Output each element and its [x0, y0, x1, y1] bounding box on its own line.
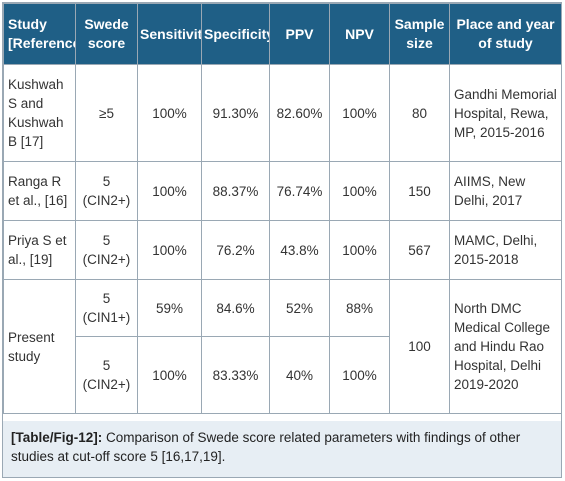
cell-place: MAMC, Delhi, 2015-2018	[449, 220, 562, 280]
header-ppv: PPV	[269, 3, 330, 65]
header-specificity: Specificity	[201, 3, 270, 65]
cell-study: Ranga R et al., [16]	[3, 161, 76, 221]
cell-sample: 567	[389, 220, 450, 280]
cell-specificity: 83.33%	[201, 336, 270, 414]
table-row: 5 (CIN2+) 100% 83.33% 40% 100%	[4, 336, 562, 414]
cell-sensitivity: 59%	[137, 279, 202, 337]
cell-place: Gandhi Memorial Hospital, Rewa, MP, 2015…	[449, 64, 562, 162]
header-place: Place and year of study	[449, 3, 562, 65]
cell-specificity: 84.6%	[201, 279, 270, 337]
cell-ppv: 43.8%	[269, 220, 330, 280]
cell-npv: 100%	[329, 64, 390, 162]
cell-study: Priya S et al., [19]	[3, 220, 76, 280]
cell-place: AIIMS, New Delhi, 2017	[449, 161, 562, 221]
table-row: Kushwah S and Kushwah B [17] ≥5 100% 91.…	[3, 64, 562, 162]
cell-specificity: 88.37%	[201, 161, 270, 221]
cell-npv: 100%	[329, 161, 390, 221]
header-sensitivity: Sensitivity	[137, 3, 202, 65]
cell-npv: 100%	[329, 336, 390, 414]
cell-sensitivity: 100%	[137, 64, 202, 162]
cell-npv: 100%	[329, 220, 390, 280]
cell-swede: 5 (CIN2+)	[75, 336, 138, 414]
table-row: Ranga R et al., [16] 5 (CIN2+) 100% 88.3…	[3, 161, 562, 221]
cell-ppv: 52%	[269, 279, 330, 337]
header-row: Study [Reference] Swede score Sensitivit…	[3, 3, 562, 65]
cell-sensitivity: 100%	[137, 336, 202, 414]
table-caption: [Table/Fig-12]: Comparison of Swede scor…	[3, 421, 561, 477]
cell-ppv: 76.74%	[269, 161, 330, 221]
cell-npv: 88%	[329, 279, 390, 337]
cell-specificity: 76.2%	[201, 220, 270, 280]
cell-swede: ≥5	[75, 64, 138, 162]
table-row: Present study 5 (CIN1+) 59% 84.6% 52% 88…	[3, 279, 562, 414]
table-row: Priya S et al., [19] 5 (CIN2+) 100% 76.2…	[3, 220, 562, 280]
header-npv: NPV	[329, 3, 390, 65]
header-sample: Sample size	[389, 3, 450, 65]
cell-swede: 5 (CIN2+)	[75, 161, 138, 221]
caption-text: Comparison of Swede score related parame…	[11, 430, 521, 464]
caption-tag: [Table/Fig-12]:	[11, 430, 103, 445]
cell-sensitivity: 100%	[137, 220, 202, 280]
cell-place: North DMC Medical College and Hindu Rao …	[449, 279, 562, 414]
cell-sample: 150	[389, 161, 450, 221]
cell-specificity: 91.30%	[201, 64, 270, 162]
cell-ppv: 40%	[269, 336, 330, 414]
cell-study: Kushwah S and Kushwah B [17]	[3, 64, 76, 162]
header-study: Study [Reference]	[3, 3, 76, 65]
cell-sample: 100	[389, 279, 450, 414]
comparison-table: Study [Reference] Swede score Sensitivit…	[3, 3, 562, 414]
cell-sample: 80	[389, 64, 450, 162]
cell-swede: 5 (CIN2+)	[75, 220, 138, 280]
header-swede: Swede score	[75, 3, 138, 65]
cell-ppv: 82.60%	[269, 64, 330, 162]
cell-swede: 5 (CIN1+)	[75, 279, 138, 337]
cell-sensitivity: 100%	[137, 161, 202, 221]
cell-study: Present study	[3, 279, 76, 414]
